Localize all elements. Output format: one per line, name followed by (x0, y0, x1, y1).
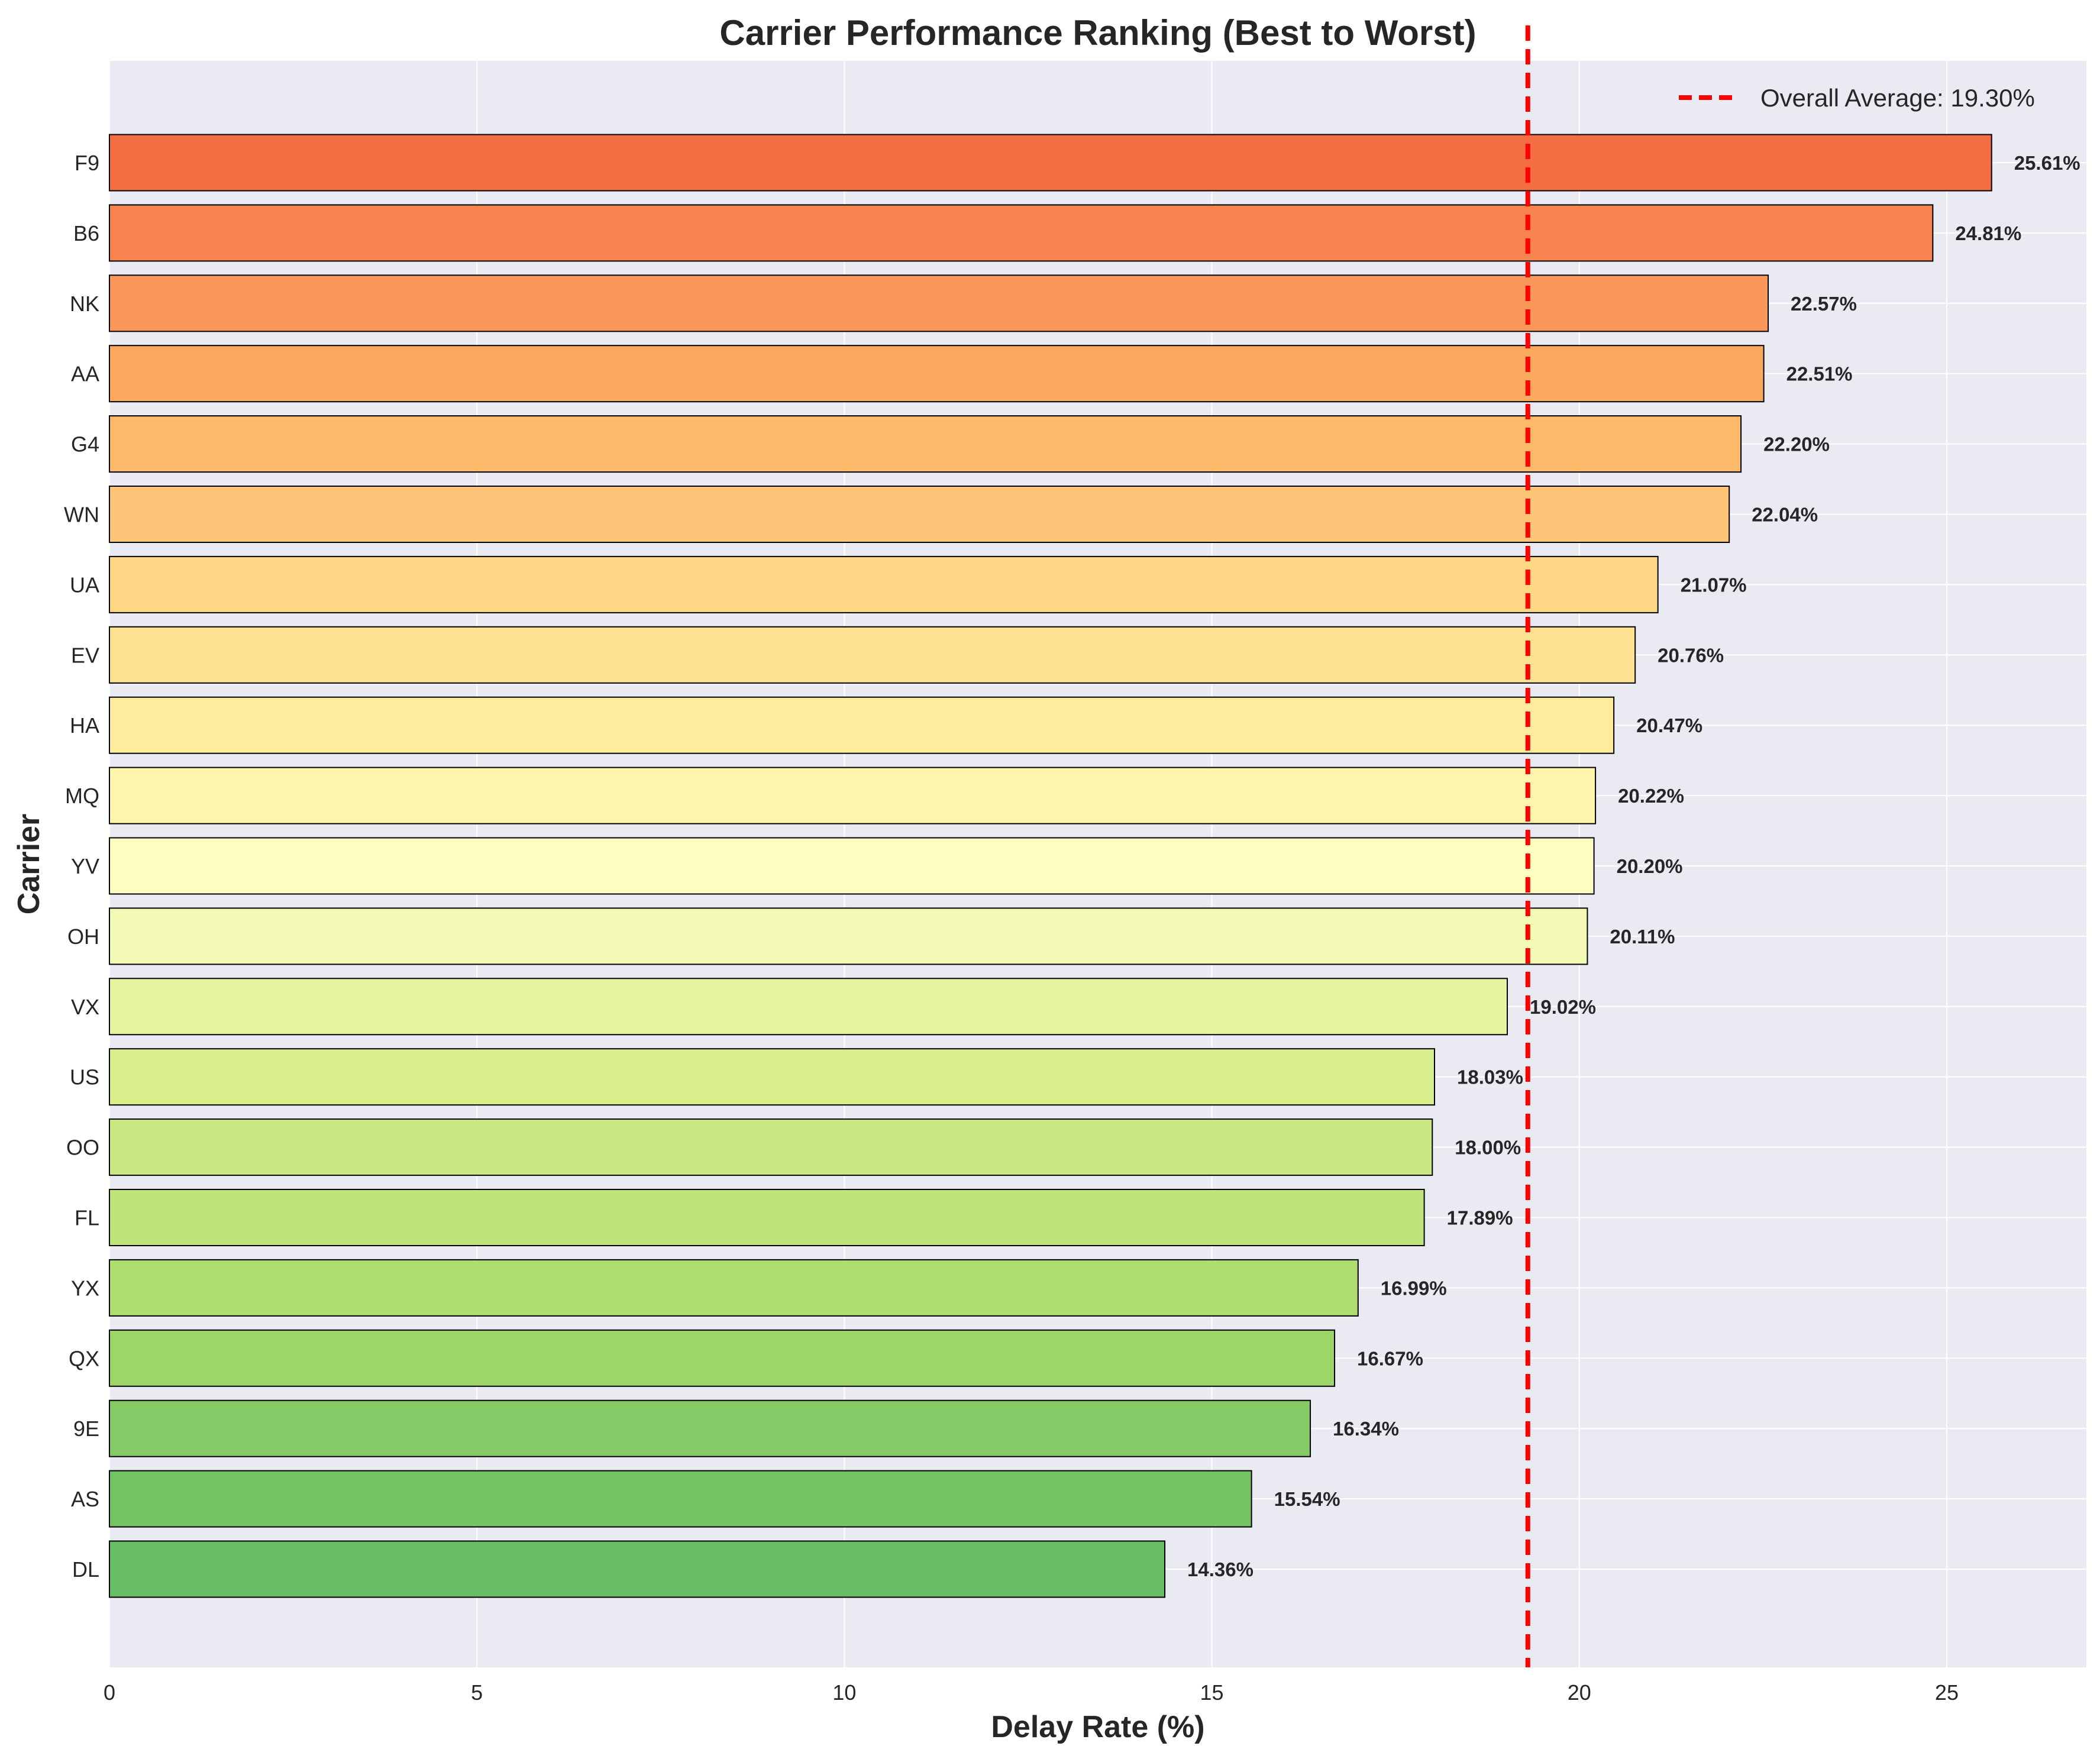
bar-qx (109, 1329, 1336, 1387)
bar-value-label: 16.34% (1333, 1418, 1399, 1440)
bar-value-label: 22.51% (1786, 363, 1853, 385)
y-tick-label: QX (69, 1346, 99, 1370)
x-tick-label: 5 (471, 1680, 483, 1705)
bar-value-label: 17.89% (1447, 1207, 1513, 1229)
bar-mq (109, 767, 1597, 824)
bar-b6 (109, 204, 1934, 262)
bar-9e (109, 1399, 1311, 1457)
x-tick-label: 0 (104, 1680, 115, 1705)
bar-value-label: 20.20% (1617, 855, 1683, 877)
axes: 0 5 10 15 20 25 F9 B6 NK AA G4 WN UA EV HA MQ YV OH VX US OO… (64, 151, 1959, 1705)
x-tick-label: 25 (1935, 1680, 1959, 1705)
bar-dl (109, 1540, 1166, 1598)
bar-oh (109, 907, 1588, 965)
bar-value-label: 20.22% (1618, 785, 1684, 807)
bar-value-label: 22.20% (1763, 434, 1830, 455)
bar-value-label: 20.47% (1636, 714, 1702, 736)
bar-g4 (109, 415, 1742, 473)
bar-value-label: 22.57% (1791, 293, 1857, 315)
bar-value-label: 18.00% (1455, 1137, 1521, 1159)
value-labels: 25.61% 24.81% 22.57% 22.51% 22.20% 22.04% 21.0… (1187, 152, 2080, 1580)
bar-value-label: 21.07% (1681, 574, 1747, 596)
y-tick-label: US (70, 1065, 99, 1089)
bar-as (109, 1470, 1252, 1528)
bar-aa (109, 345, 1765, 403)
x-tick-label: 15 (1200, 1680, 1224, 1705)
legend-label: Overall Average: 19.30% (1760, 84, 2035, 112)
x-axis-label: Delay Rate (%) (991, 1710, 1204, 1744)
bar-fl (109, 1189, 1425, 1246)
y-tick-label: MQ (65, 784, 99, 808)
bar-vx (109, 978, 1508, 1036)
y-tick-label: G4 (71, 432, 99, 457)
y-tick-label: EV (71, 643, 99, 667)
bar-ev (109, 626, 1636, 684)
bar-yx (109, 1259, 1359, 1317)
bar-value-label: 19.02% (1530, 996, 1596, 1018)
bar-value-label: 14.36% (1187, 1558, 1253, 1580)
x-tick-label: 20 (1568, 1680, 1591, 1705)
bar-value-label: 20.11% (1610, 926, 1675, 948)
bar-value-label: 15.54% (1274, 1488, 1340, 1510)
bar-f9 (109, 134, 1992, 192)
y-tick-label: DL (72, 1557, 99, 1582)
y-tick-label: HA (70, 713, 99, 738)
chart-title: Carrier Performance Ranking (Best to Wor… (719, 13, 1476, 53)
y-tick-label: FL (75, 1206, 99, 1230)
bar-ua (109, 555, 1659, 613)
x-tick-label: 10 (832, 1680, 856, 1705)
y-tick-label: YV (71, 854, 99, 878)
bar-value-label: 22.04% (1752, 504, 1818, 526)
y-tick-label: F9 (75, 151, 99, 175)
bar-wn (109, 486, 1730, 543)
bar-value-label: 24.81% (1955, 222, 2021, 244)
bar-ha (109, 696, 1615, 754)
bars (109, 134, 1992, 1598)
bar-yv (109, 837, 1595, 895)
y-tick-label: VX (71, 995, 99, 1019)
bar-value-label: 25.61% (2014, 152, 2080, 174)
y-tick-label: NK (70, 292, 99, 316)
y-tick-label: YX (71, 1276, 99, 1300)
y-tick-label: OH (67, 924, 99, 949)
y-tick-label: UA (70, 573, 99, 597)
bar-value-label: 20.76% (1658, 644, 1724, 666)
y-tick-label: B6 (73, 221, 99, 245)
y-tick-label: 9E (73, 1417, 99, 1441)
y-tick-label: AA (71, 362, 99, 386)
y-tick-label: AS (71, 1487, 99, 1511)
bar-oo (109, 1118, 1433, 1176)
y-tick-label: WN (64, 503, 99, 527)
y-tick-label: OO (66, 1136, 99, 1160)
y-axis-label: Carrier (12, 814, 46, 915)
legend: Overall Average: 19.30% (1679, 84, 2035, 112)
bar-us (109, 1048, 1436, 1106)
bar-value-label: 18.03% (1457, 1066, 1523, 1088)
bar-value-label: 16.67% (1357, 1347, 1423, 1369)
bar-nk (109, 274, 1769, 332)
bar-value-label: 16.99% (1381, 1277, 1447, 1299)
